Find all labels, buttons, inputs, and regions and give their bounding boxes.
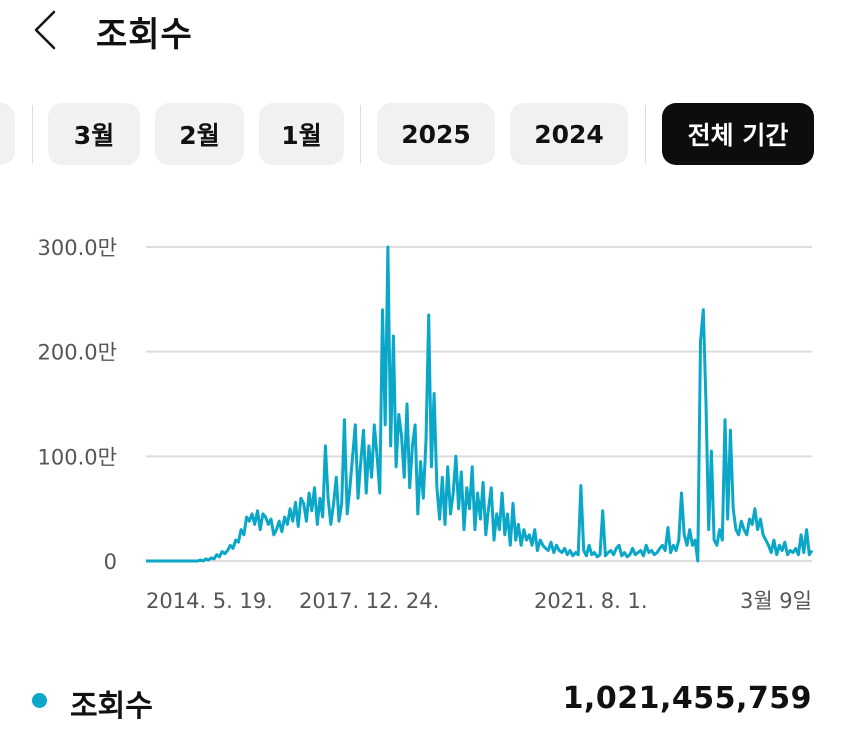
back-button[interactable]	[24, 8, 68, 52]
chevron-left-icon	[34, 10, 56, 50]
views-series-line	[146, 245, 814, 563]
filter-chip-month-1[interactable]: 1월	[259, 103, 344, 165]
y-tick-label: 200.0만	[38, 341, 117, 365]
y-tick-label: 300.0만	[38, 236, 117, 260]
x-tick-label: 3월 9일	[740, 589, 812, 613]
period-filter-bar: 3월 2월 1월 2025 2024 전체 기간	[0, 103, 846, 167]
filter-chip-all-time[interactable]: 전체 기간	[662, 103, 814, 165]
filter-divider	[645, 105, 646, 163]
filter-divider	[32, 105, 33, 163]
views-chart: 300.0만 200.0만 100.0만 0 2014. 5. 19. 2017. 12.…	[0, 225, 846, 625]
y-tick-label: 0	[104, 550, 117, 574]
legend-dot-icon	[32, 693, 47, 708]
views-line-chart: 300.0만 200.0만 100.0만 0 2014. 5. 19. 2017. 12.…	[38, 236, 814, 613]
filter-chip-year-2025[interactable]: 2025	[377, 103, 495, 165]
x-tick-label: 2014. 5. 19.	[146, 589, 273, 613]
filter-chip-year-2024[interactable]: 2024	[510, 103, 628, 165]
total-views-value: 1,021,455,759	[562, 681, 812, 716]
filter-chip-month-3[interactable]: 3월	[48, 103, 140, 165]
page-title: 조회수	[96, 15, 193, 55]
filter-chip-previous[interactable]	[0, 103, 15, 165]
filter-divider	[360, 105, 361, 163]
x-tick-label: 2017. 12. 24.	[299, 589, 439, 613]
y-tick-label: 100.0만	[38, 445, 117, 469]
legend-row: 조회수 1,021,455,759	[0, 672, 846, 728]
header: 조회수	[0, 0, 846, 60]
filter-chip-month-2[interactable]: 2월	[155, 103, 244, 165]
legend-label: 조회수	[70, 689, 153, 724]
x-tick-label: 2021. 8. 1.	[534, 589, 648, 613]
